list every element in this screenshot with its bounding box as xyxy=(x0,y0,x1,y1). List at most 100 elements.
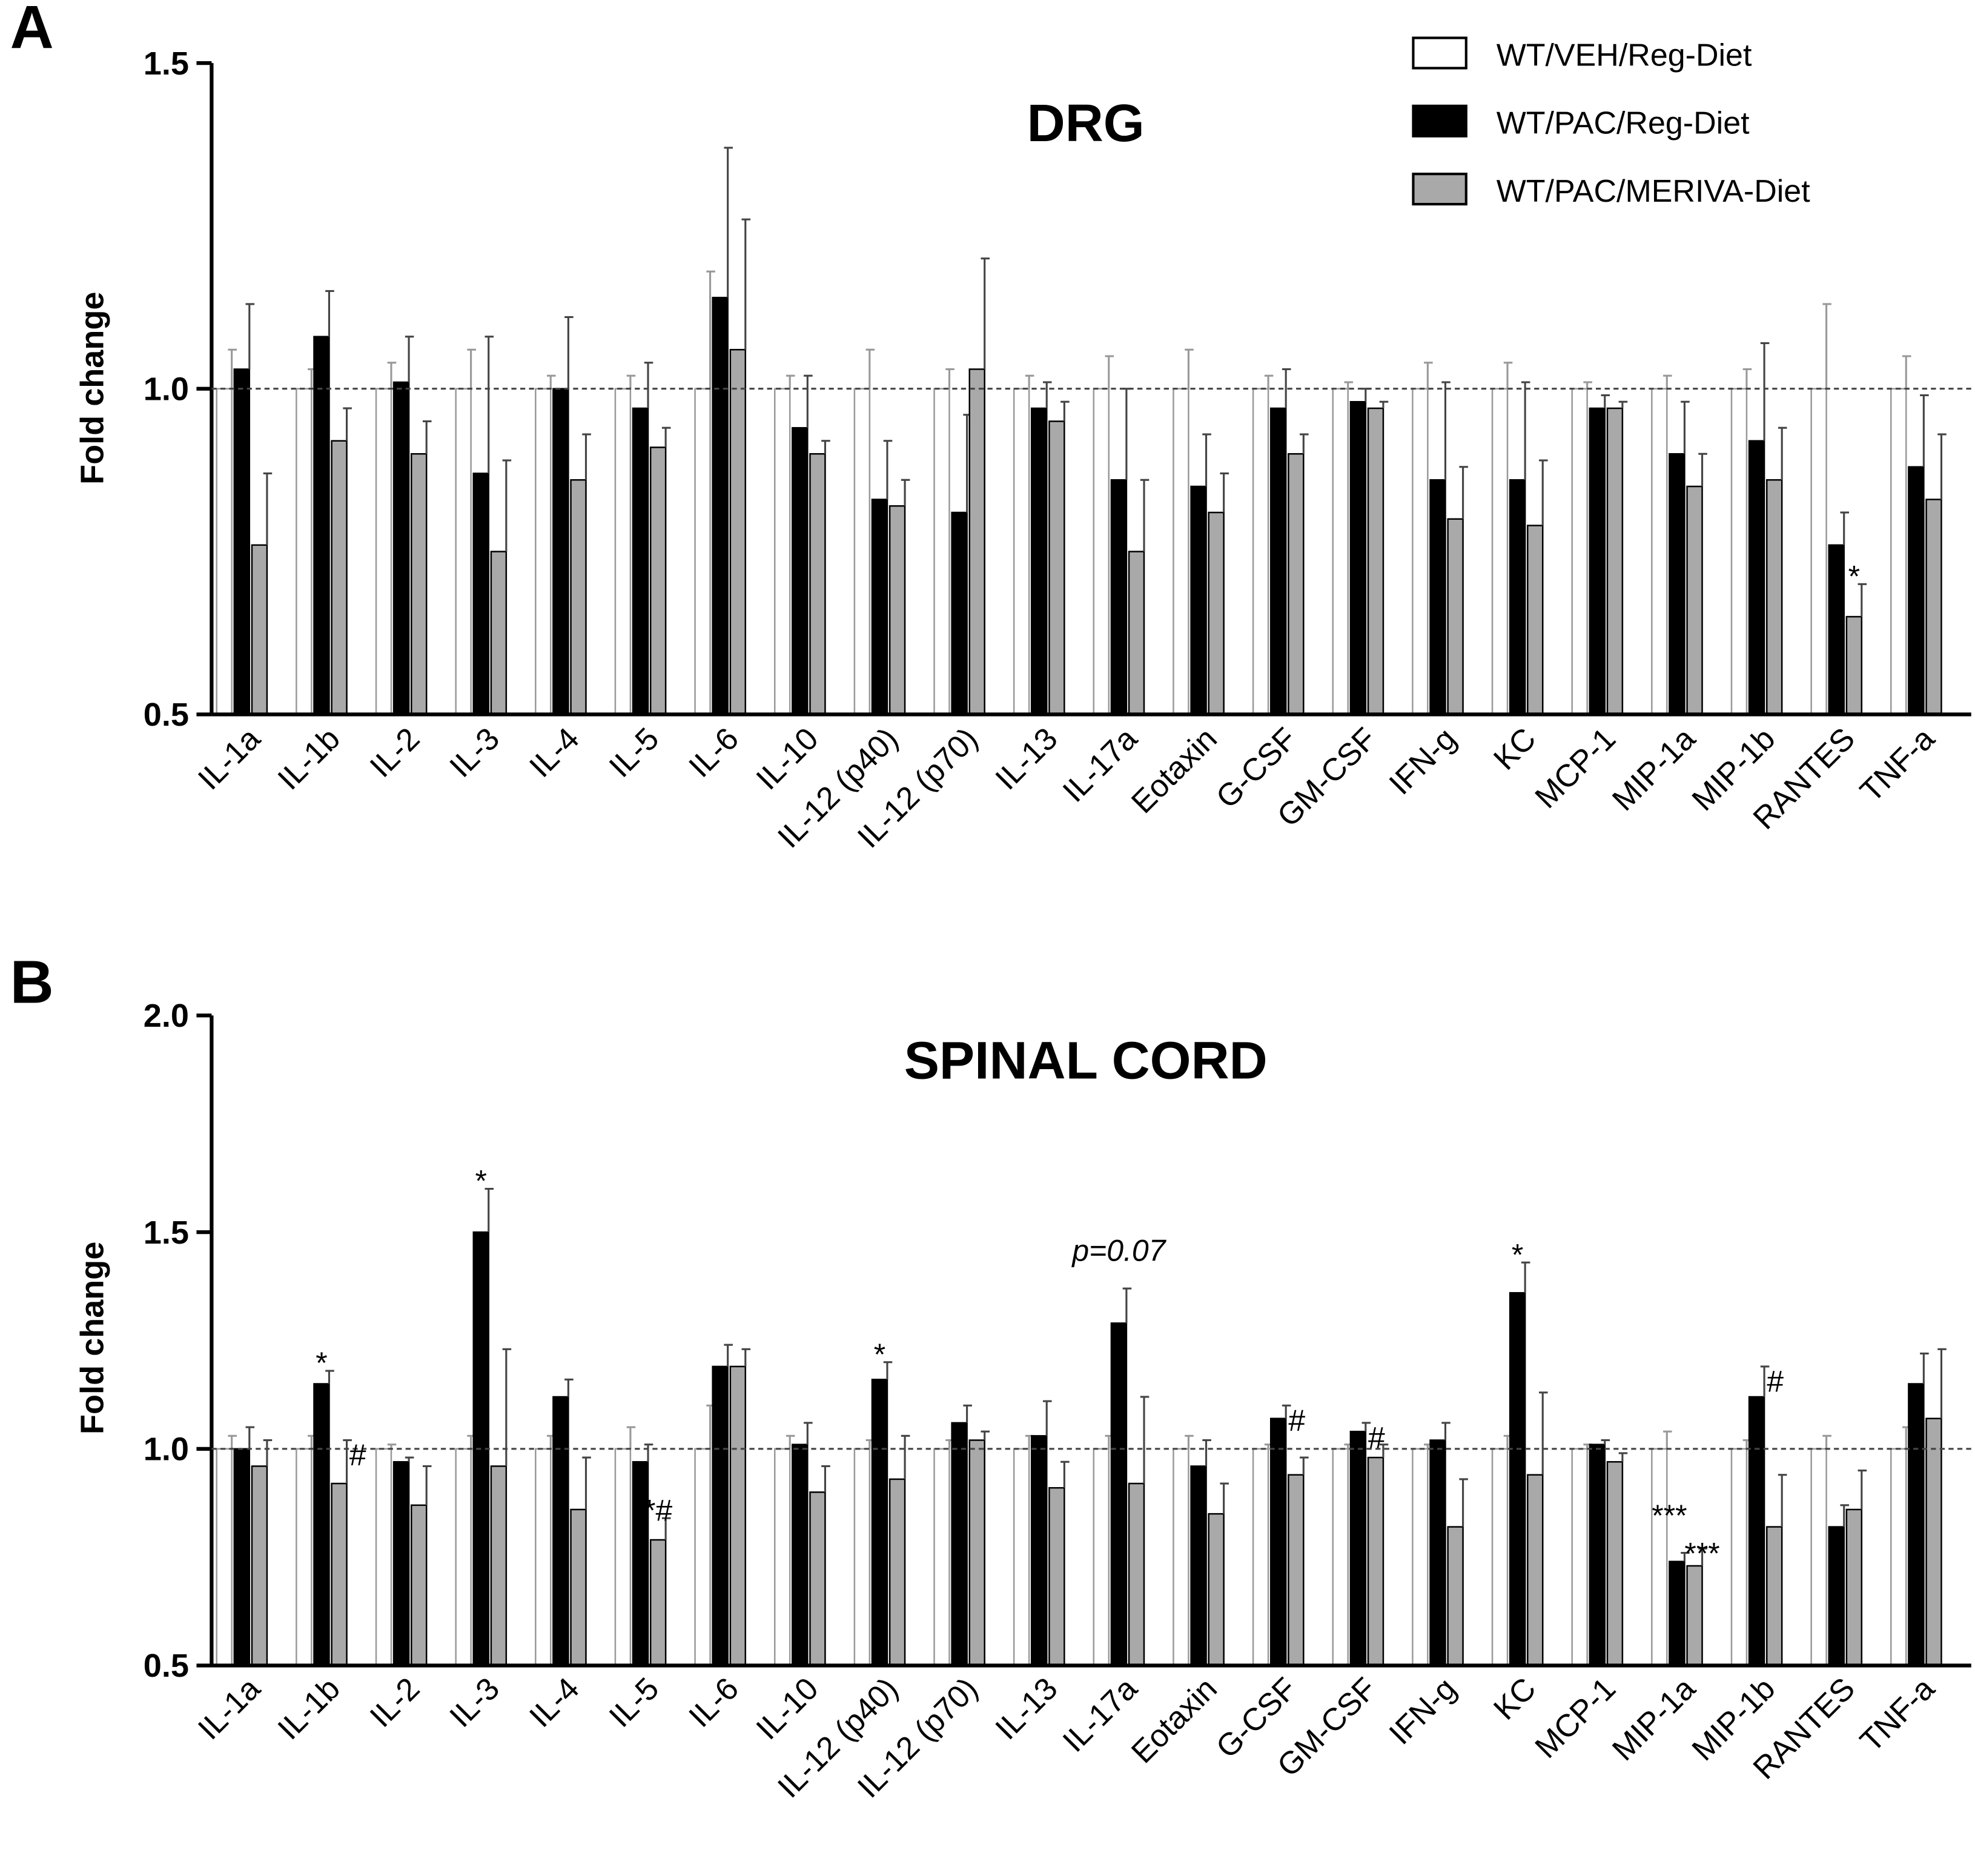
x-tick-label: Eotaxin xyxy=(1125,1671,1224,1771)
bar-wt-pac-reg-diet-il-6 xyxy=(712,296,729,715)
x-tick-label: KC xyxy=(1487,1671,1543,1727)
bar-wt-pac-reg-diet-mip-1b xyxy=(1748,1396,1765,1666)
bar-wt-veh-reg-diet-ifn-g xyxy=(1412,1448,1429,1666)
bar-wt-pac-meriva-diet-il-12-p40- xyxy=(888,505,906,715)
bar-wt-pac-reg-diet-il-12-p70- xyxy=(951,511,968,715)
significance-annotation: # xyxy=(349,1438,366,1472)
bar-wt-veh-reg-diet-il-4 xyxy=(535,1448,552,1666)
bar-wt-veh-reg-diet-il-1a xyxy=(216,1448,233,1666)
legend: WT/VEH/Reg-Diet WT/PAC/Reg-Diet WT/PAC/M… xyxy=(1412,36,1810,209)
bar-wt-veh-reg-diet-kc xyxy=(1491,1448,1509,1666)
bar-wt-veh-reg-diet-mcp-1 xyxy=(1571,1448,1588,1666)
bar-wt-pac-reg-diet-il-13 xyxy=(1031,407,1048,715)
x-tick-label: IL-5 xyxy=(603,1671,666,1734)
bar-wt-pac-meriva-diet-il-12-p70- xyxy=(968,1439,985,1666)
significance-annotation: # xyxy=(1288,1404,1305,1437)
x-tick-label: IL-4 xyxy=(523,1671,586,1734)
y-axis-label: Fold change xyxy=(74,292,111,485)
x-tick-label: IL-1a xyxy=(191,1671,267,1747)
bar-wt-pac-reg-diet-il-12-p70- xyxy=(951,1422,968,1666)
x-tick-label: MIP-1a xyxy=(1606,721,1702,818)
bar-wt-pac-meriva-diet-kc xyxy=(1527,1474,1544,1666)
bar-wt-pac-reg-diet-il-1a xyxy=(233,368,251,715)
bar-wt-veh-reg-diet-il-17a xyxy=(1093,1448,1110,1666)
bar-wt-veh-reg-diet-il-1b xyxy=(296,388,313,715)
bar-wt-pac-reg-diet-il-17a xyxy=(1110,479,1128,715)
legend-swatch-meriva xyxy=(1412,173,1467,206)
x-tick-label: MCP-1 xyxy=(1529,1671,1623,1765)
bar-wt-pac-reg-diet-ifn-g xyxy=(1429,1439,1446,1666)
legend-label-pac: WT/PAC/Reg-Diet xyxy=(1497,106,1750,141)
x-tick-label: IL-6 xyxy=(683,1671,746,1734)
bar-wt-veh-reg-diet-il-5 xyxy=(614,388,632,715)
x-tick-label: IFN-g xyxy=(1383,721,1463,801)
bar-wt-veh-reg-diet-il-2 xyxy=(375,388,392,715)
bar-wt-pac-reg-diet-gm-csf xyxy=(1349,400,1367,715)
x-tick-label: IL-13 xyxy=(989,1671,1065,1747)
x-tick-label: IL-4 xyxy=(523,721,586,784)
bar-wt-pac-meriva-diet-g-csf xyxy=(1288,453,1305,715)
bar-wt-pac-reg-diet-eotaxin xyxy=(1190,1465,1207,1666)
bar-wt-pac-reg-diet-tnf-a xyxy=(1908,466,1925,715)
chart-title: DRG xyxy=(1027,93,1145,153)
bar-wt-pac-meriva-diet-il-6 xyxy=(729,1365,747,1666)
bar-wt-veh-reg-diet-il-3 xyxy=(455,1448,472,1666)
bar-wt-veh-reg-diet-eotaxin xyxy=(1173,388,1189,715)
bar-wt-pac-reg-diet-il-12-p40- xyxy=(871,1379,888,1666)
panel-letter: A xyxy=(10,0,54,61)
x-tick-label: IL-3 xyxy=(443,721,506,784)
significance-annotation: * xyxy=(1512,1238,1523,1271)
bar-wt-pac-meriva-diet-rantes xyxy=(1845,615,1863,715)
bar-wt-pac-reg-diet-tnf-a xyxy=(1908,1383,1925,1666)
significance-annotation: * xyxy=(1848,559,1860,593)
chart-title: SPINAL CORD xyxy=(904,1030,1268,1090)
bar-wt-veh-reg-diet-il-5 xyxy=(614,1448,632,1666)
bar-wt-veh-reg-diet-il-12-p40- xyxy=(853,1448,871,1666)
bar-wt-pac-reg-diet-il-1b xyxy=(313,1383,330,1666)
bar-wt-veh-reg-diet-il-13 xyxy=(1013,1448,1030,1666)
bar-wt-pac-reg-diet-il-2 xyxy=(392,1461,410,1666)
x-tick-label: Eotaxin xyxy=(1125,721,1224,820)
chart-panel-b: B SPINAL CORD Fold change 0.5 1.0 1.5 2.0 IL-1a… xyxy=(10,949,1971,1805)
bar-wt-pac-meriva-diet-il-17a xyxy=(1128,1482,1145,1666)
bar-wt-pac-reg-diet-il-17a xyxy=(1110,1322,1128,1666)
bar-wt-pac-meriva-diet-il-5 xyxy=(649,446,667,715)
bar-wt-pac-meriva-diet-il-3 xyxy=(490,551,508,715)
x-tick-label: IL-13 xyxy=(989,721,1065,797)
x-tick-label: IL-10 xyxy=(750,1671,825,1747)
bar-wt-pac-meriva-diet-ifn-g xyxy=(1447,1526,1464,1666)
bar-wt-veh-reg-diet-il-3 xyxy=(455,388,472,715)
bar-wt-pac-reg-diet-il-1b xyxy=(313,336,330,715)
y-tick-label: 0.5 xyxy=(144,697,189,733)
bar-wt-pac-meriva-diet-il-5 xyxy=(649,1539,667,1666)
bar-wt-pac-reg-diet-eotaxin xyxy=(1190,485,1207,715)
bar-wt-pac-meriva-diet-mcp-1 xyxy=(1606,1461,1624,1666)
bar-wt-veh-reg-diet-il-4 xyxy=(535,388,552,715)
bar-wt-pac-meriva-diet-il-1a xyxy=(251,544,268,715)
significance-annotation: * xyxy=(874,1337,885,1371)
bar-wt-veh-reg-diet-mip-1b xyxy=(1730,1448,1748,1666)
bar-wt-pac-meriva-diet-g-csf xyxy=(1288,1474,1305,1666)
bar-wt-pac-meriva-diet-gm-csf xyxy=(1367,1456,1384,1666)
bar-wt-pac-reg-diet-il-2 xyxy=(392,381,410,715)
bar-wt-veh-reg-diet-tnf-a xyxy=(1890,1448,1907,1666)
bar-wt-veh-reg-diet-il-13 xyxy=(1013,388,1030,715)
x-tick-label: TNF-a xyxy=(1853,721,1941,809)
bar-wt-pac-meriva-diet-mcp-1 xyxy=(1606,407,1624,715)
bar-wt-pac-meriva-diet-il-3 xyxy=(490,1465,508,1666)
y-tick-label: 1.0 xyxy=(144,1431,189,1468)
bar-wt-pac-meriva-diet-eotaxin xyxy=(1208,1513,1225,1666)
bar-wt-pac-reg-diet-il-10 xyxy=(792,1443,809,1666)
bar-wt-pac-reg-diet-il-4 xyxy=(552,388,569,715)
bar-wt-pac-meriva-diet-il-4 xyxy=(570,1508,587,1666)
bar-wt-pac-reg-diet-il-3 xyxy=(472,472,489,715)
significance-annotation: * xyxy=(475,1164,487,1198)
bar-wt-pac-reg-diet-mip-1a xyxy=(1669,1560,1686,1666)
bar-wt-pac-reg-diet-rantes xyxy=(1828,544,1845,715)
significance-annotation: # xyxy=(1767,1364,1784,1398)
bar-wt-pac-meriva-diet-mip-1a xyxy=(1686,485,1703,715)
bar-wt-pac-meriva-diet-il-12-p70- xyxy=(968,368,985,715)
legend-label-veh: WT/VEH/Reg-Diet xyxy=(1497,38,1752,73)
bar-wt-veh-reg-diet-il-2 xyxy=(375,1448,392,1666)
